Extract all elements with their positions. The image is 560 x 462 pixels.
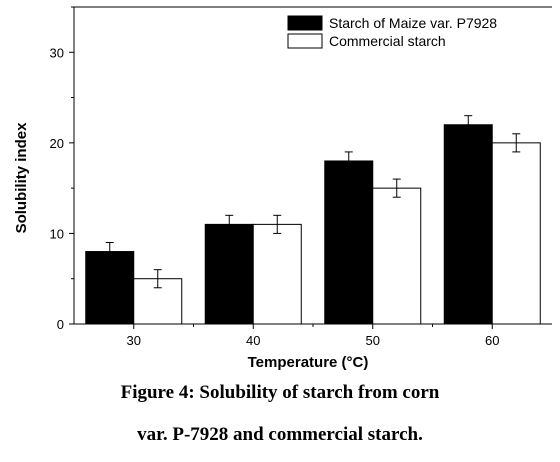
legend-swatch-maize-p7928 [287, 15, 323, 31]
error-bar-commercial-30 [153, 269, 162, 289]
y-tick-label: 10 [50, 226, 64, 241]
bar-chart: 0 10 20 30 30 40 50 60 Starch of Maize var. P7… [13, 6, 552, 371]
error-bar-commercial-50 [392, 178, 401, 198]
bars-layer [85, 124, 541, 325]
error-bar-maize-p7928-60 [464, 115, 473, 135]
legend-label-maize-p7928: Starch of Maize var. P7928 [329, 15, 497, 31]
y-tick-label: 0 [57, 317, 64, 332]
y-axis-ticks: 0 10 20 30 [50, 6, 74, 332]
bar-commercial-50 [372, 187, 422, 325]
error-bar-maize-p7928-30 [105, 241, 114, 262]
x-tick-label: 60 [485, 333, 499, 348]
bar-maize-p7928-60 [443, 124, 493, 325]
error-bar-maize-p7928-50 [344, 151, 353, 171]
error-bar-maize-p7928-40 [225, 214, 234, 234]
error-bar-commercial-40 [273, 214, 282, 234]
bar-maize-p7928-40 [204, 223, 254, 325]
bar-maize-p7928-30 [85, 251, 135, 325]
legend-swatch-commercial [287, 33, 323, 49]
legend: Starch of Maize var. P7928 Commercial sta… [287, 15, 497, 49]
bar-commercial-60 [491, 142, 541, 325]
figure-caption-line-1: Figure 4: Solubility of starch from corn [120, 382, 440, 403]
figure-caption-line-2: var. P-7928 and commercial starch. [137, 424, 423, 445]
y-axis-title: Solubility index [13, 122, 30, 234]
x-tick-label: 40 [246, 333, 260, 348]
error-bar-commercial-60 [512, 133, 521, 153]
bar-commercial-40 [252, 223, 302, 325]
x-tick-label: 30 [127, 333, 141, 348]
y-tick-label: 30 [50, 45, 64, 60]
y-tick-label: 20 [50, 136, 64, 151]
x-tick-label: 50 [366, 333, 380, 348]
x-axis-title: Temperature (°C) [248, 354, 369, 371]
bar-maize-p7928-50 [324, 160, 374, 325]
legend-label-commercial: Commercial starch [329, 33, 446, 49]
x-axis-ticks: 30 40 50 60 [127, 324, 499, 348]
error-bars-layer [105, 115, 521, 289]
